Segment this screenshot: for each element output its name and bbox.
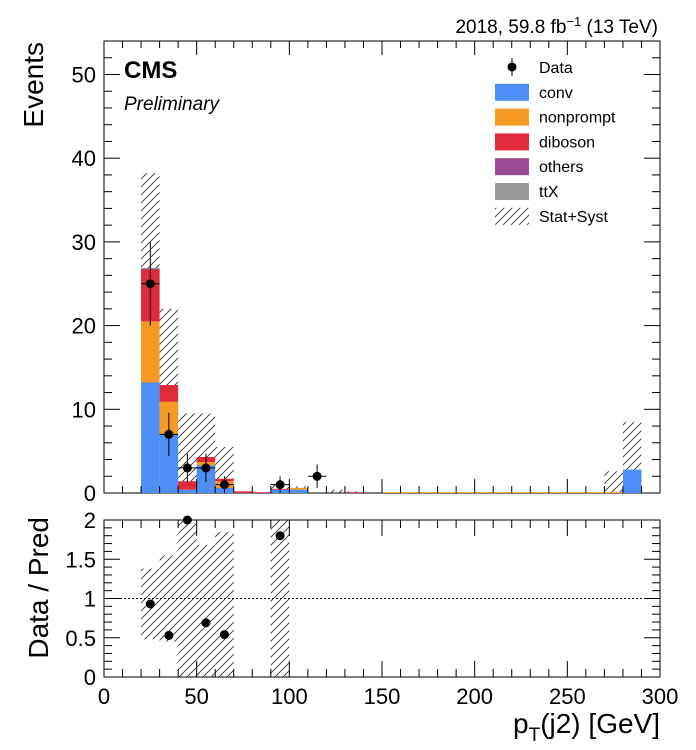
main-band-segment-9 <box>604 471 623 493</box>
ratio-xtick-label-2: 100 <box>271 684 308 709</box>
ratio-xtick-label-4: 200 <box>456 684 493 709</box>
ratio-data-points <box>145 515 285 640</box>
legend-item-others: others <box>495 158 583 176</box>
bar-diboson-6 <box>252 492 271 493</box>
ratio-band-segment-3 <box>196 545 216 677</box>
ratio-point-3 <box>201 618 211 628</box>
main-ytick-label-3: 30 <box>72 230 96 255</box>
lumi-prefix: 2018, 59.8 fb <box>455 17 566 38</box>
main-y-axis-title: Events <box>18 42 49 128</box>
x-axis-title-sub: T <box>529 725 541 746</box>
data-point-5 <box>275 480 285 490</box>
status-label: Preliminary <box>124 94 221 115</box>
legend-item-nonprompt: nonprompt <box>495 108 616 127</box>
legend: Data conv nonprompt diboson others ttX Stat+Sy… <box>495 58 616 226</box>
main-ytick-label-5: 50 <box>72 62 96 87</box>
ratio-band-segment-2 <box>178 520 197 677</box>
legend-label-others: others <box>539 159 583 176</box>
data-point-0 <box>145 279 155 289</box>
ratio-point-5 <box>275 531 285 541</box>
legend-label-conv: conv <box>539 85 573 102</box>
main-ytick-label-2: 20 <box>72 314 96 339</box>
main-data-points <box>141 241 327 493</box>
main-ytick-label-0: 0 <box>84 481 96 506</box>
ratio-panel: 0 0.5 1 1.5 2 0 50 100 150 200 250 300 Data / Pred… <box>23 508 678 746</box>
data-point-1 <box>164 429 174 439</box>
bar-nonprompt-13 <box>382 492 623 493</box>
bar-diboson-1 <box>159 385 179 402</box>
main-band-segment-2 <box>178 413 197 493</box>
data-point-2 <box>182 463 192 473</box>
legend-item-ttx: ttX <box>495 183 559 201</box>
ratio-ytick-label-3: 1.5 <box>65 547 96 572</box>
ratio-uncertainty-band <box>141 520 290 677</box>
legend-swatch-hatch <box>495 207 529 225</box>
data-point-4 <box>219 480 229 490</box>
ratio-point-1 <box>164 630 174 640</box>
ratio-xtick-label-5: 250 <box>549 684 586 709</box>
main-band-segment-7 <box>326 489 345 493</box>
legend-marker <box>507 62 517 72</box>
legend-item-diboson: diboson <box>495 133 595 151</box>
legend-label-nonprompt: nonprompt <box>539 110 616 127</box>
bar-nonprompt-8 <box>289 487 308 490</box>
bar-conv-2 <box>178 489 197 493</box>
ratio-xtick-label-0: 0 <box>98 684 110 709</box>
legend-label-data: Data <box>539 60 573 77</box>
ratio-ytick-label-1: 0.5 <box>65 626 96 651</box>
legend-item-data: Data <box>507 58 573 77</box>
legend-swatch-nonprompt <box>495 108 529 126</box>
ratio-xtick-label-1: 50 <box>184 684 208 709</box>
x-axis-title: pT(j2) [GeV] <box>513 708 660 746</box>
x-axis-title-rest: (j2) [GeV] <box>540 708 660 739</box>
bar-conv-8 <box>289 489 308 493</box>
legend-swatch-ttx <box>495 183 529 200</box>
ratio-band-segment-4 <box>215 531 234 677</box>
ratio-xtick-label-6: 300 <box>642 684 679 709</box>
bar-diboson-5 <box>233 491 253 493</box>
legend-swatch-others <box>495 158 529 176</box>
legend-swatch-diboson <box>495 133 529 151</box>
bar-conv-14 <box>622 469 642 493</box>
bar-conv-1 <box>159 434 179 493</box>
bar-conv-0 <box>141 382 160 493</box>
lumi-label: 2018, 59.8 fb−1 (13 TeV) <box>455 14 658 38</box>
data-point-3 <box>201 463 211 473</box>
lumi-superscript: −1 <box>566 14 581 29</box>
main-panel: 0 10 20 30 40 50 CMS Preliminary Events Data c… <box>18 40 661 506</box>
ratio-ytick-label-4: 2 <box>84 508 96 533</box>
ratio-point-0 <box>145 599 155 609</box>
ratio-y-ticks: 0 0.5 1 1.5 2 <box>65 508 660 690</box>
main-y-ticks: 0 10 20 30 40 50 <box>72 40 660 506</box>
ratio-point-2 <box>182 515 192 525</box>
main-ytick-label-1: 10 <box>72 397 96 422</box>
data-point-6 <box>312 471 322 481</box>
bar-nonprompt-0 <box>141 321 160 383</box>
ratio-y-axis-title: Data / Pred <box>23 517 54 659</box>
ratio-ytick-label-0: 0 <box>84 665 96 690</box>
ratio-xtick-label-3: 150 <box>364 684 401 709</box>
legend-label-ttx: ttX <box>539 184 559 201</box>
legend-item-unc: Stat+Syst <box>495 207 608 226</box>
ratio-ytick-label-2: 1 <box>84 587 96 612</box>
bar-diboson-2 <box>178 481 197 490</box>
ratio-x-ticks: 0 50 100 150 200 250 300 <box>98 520 678 709</box>
x-axis-title-main: p <box>513 708 529 739</box>
legend-label-unc: Stat+Syst <box>539 209 608 226</box>
main-ytick-label-4: 40 <box>72 146 96 171</box>
experiment-label: CMS <box>124 57 177 84</box>
main-x-ticks <box>103 41 661 493</box>
legend-swatch-conv <box>495 83 529 101</box>
bar-diboson-11 <box>344 492 364 493</box>
legend-item-conv: conv <box>495 83 573 102</box>
lumi-suffix: (13 TeV) <box>581 17 658 38</box>
ratio-point-4 <box>219 630 229 640</box>
legend-label-diboson: diboson <box>539 134 595 151</box>
